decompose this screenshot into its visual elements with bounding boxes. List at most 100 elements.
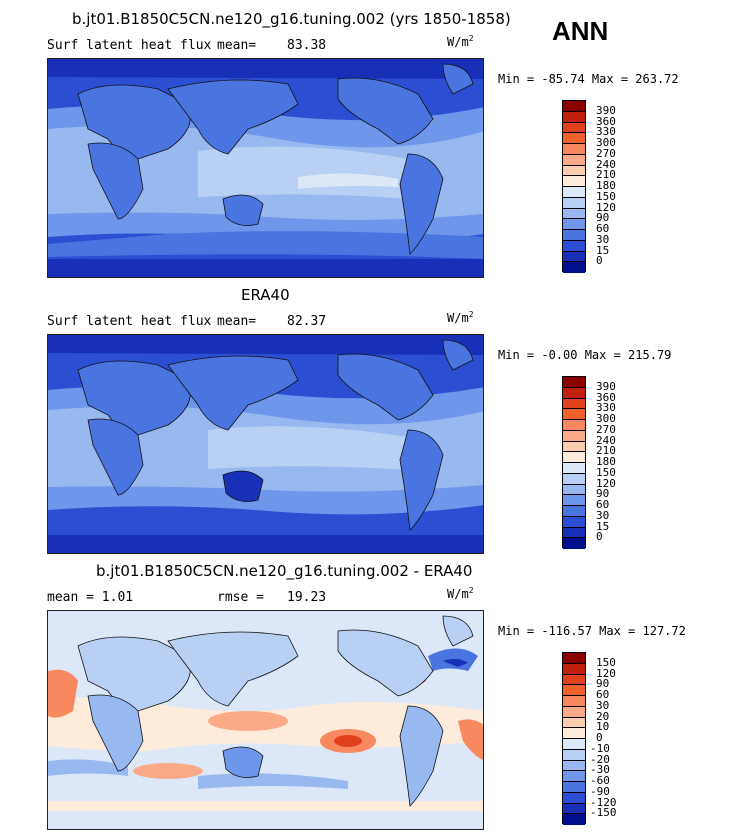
colorbar-segment [563,516,585,528]
colorbar-segment [563,208,585,220]
panel2-variable: Surf latent heat flux [47,314,212,329]
colorbar-segment [563,441,585,453]
colorbar-segment [563,538,585,549]
colorbar-tick-label: 150 [596,655,616,669]
colorbar-tick-label: 240 [596,157,616,171]
colorbar-tick-label: 60 [596,222,610,235]
panel2-map [47,334,484,554]
colorbar-tick-label: -30 [590,763,610,777]
colorbar-segment [563,409,585,420]
colorbar-tick-label: 300 [596,136,616,149]
colorbar-segment [563,420,585,431]
colorbar-segment [563,219,585,230]
panel2-colorbar [562,376,586,549]
panel1-minmax: Min = -85.74 Max = 263.72 [498,72,679,86]
colorbar-tick-label: 330 [596,401,616,415]
colorbar-tick-label: -120 [590,795,617,809]
colorbar-tick-label: -20 [590,752,610,766]
colorbar-segment [563,728,585,739]
panel3-colorbar [562,652,586,825]
colorbar-segment [563,803,585,815]
panel2-title: ERA40 [241,286,290,304]
panel1-mean-value: 83.38 [287,38,327,53]
colorbar-tick-label: 10 [596,720,610,734]
colorbar-tick-label: 60 [596,498,610,511]
colorbar-segment [563,165,585,177]
colorbar-tick-label: 15 [596,519,610,533]
colorbar-tick-label: 30 [596,508,610,522]
colorbar-tick-label: 150 [596,189,616,203]
colorbar-segment [563,484,585,496]
panel1-title: b.jt01.B1850C5CN.ne120_g16.tuning.002 (y… [72,10,511,28]
colorbar-tick-label: 360 [596,114,616,128]
panel2-units: W/m2 [447,310,474,325]
colorbar-segment [563,377,585,388]
colorbar-segment [563,262,585,273]
colorbar-tick-label: 270 [596,422,616,436]
colorbar-tick-label: 360 [596,390,616,404]
colorbar-tick-label: 90 [596,487,610,501]
colorbar-segment [563,782,585,793]
colorbar-segment [563,251,585,263]
colorbar-segment [563,717,585,729]
colorbar-tick-label: 0 [596,530,603,544]
colorbar-tick-label: 90 [596,211,610,225]
colorbar-tick-label: 15 [596,243,610,257]
panel3-mean: mean = 1.01 [47,590,134,605]
colorbar-tick-label: 120 [596,476,616,490]
colorbar-segment [563,771,585,782]
colorbar-tick-label: 300 [596,412,616,425]
colorbar-tick-label: 120 [596,200,616,214]
colorbar-segment [563,197,585,209]
colorbar-tick-label: 210 [596,168,616,182]
panel2-mean-label: mean= [217,314,257,329]
colorbar-segment [563,760,585,772]
colorbar-segment [563,144,585,155]
colorbar-segment [563,653,585,664]
colorbar-segment [563,463,585,474]
colorbar-tick-label: 120 [596,666,616,680]
colorbar-segment [563,506,585,517]
colorbar-segment [563,430,585,442]
colorbar-tick-label: 330 [596,125,616,139]
colorbar-tick-label: -10 [590,741,610,755]
colorbar-segment [563,133,585,144]
colorbar-tick-label: 180 [596,455,616,468]
panel3-rmse-label: rmse = [217,590,264,605]
colorbar-segment [563,176,585,187]
colorbar-segment [563,187,585,198]
colorbar-tick-label: 270 [596,146,616,160]
colorbar-segment [563,473,585,485]
colorbar-tick-label: -60 [590,774,610,787]
colorbar-tick-label: 390 [596,379,616,393]
colorbar-tick-label: 390 [596,103,616,117]
colorbar-segment [563,663,585,675]
panel3-title: b.jt01.B1850C5CN.ne120_g16.tuning.002 - … [96,562,473,580]
colorbar-segment [563,495,585,506]
panel1-variable: Surf latent heat flux [47,38,212,53]
colorbar-tick-label: 210 [596,444,616,458]
colorbar-segment [563,674,585,686]
colorbar-segment [563,749,585,761]
colorbar-segment [563,111,585,123]
colorbar-segment [563,387,585,399]
colorbar-tick-label: 180 [596,179,616,192]
colorbar-tick-label: 0 [596,254,603,268]
panel2-minmax: Min = -0.00 Max = 215.79 [498,348,672,362]
colorbar-tick-label: 60 [596,688,610,701]
colorbar-segment [563,706,585,718]
colorbar-segment [563,398,585,410]
panel3-map [47,610,484,830]
colorbar-segment [563,527,585,539]
season-label: ANN [552,16,609,46]
panel3-minmax: Min = -116.57 Max = 127.72 [498,624,686,638]
panel3-units: W/m2 [447,586,474,601]
colorbar-tick-label: 150 [596,465,616,479]
panel1-units: W/m2 [447,34,474,49]
colorbar-tick-label: -90 [590,784,610,798]
colorbar-segment [563,101,585,112]
colorbar-segment [563,792,585,804]
colorbar-segment [563,122,585,134]
panel1-mean-label: mean= [217,38,257,53]
panel1-map [47,58,484,278]
